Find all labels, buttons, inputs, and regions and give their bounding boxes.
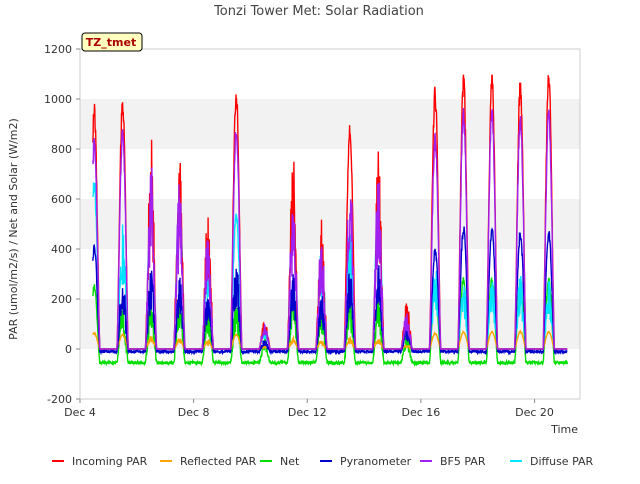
x-tick-label: Dec 20 [515,406,554,419]
x-axis-label: Time [550,423,578,436]
y-tick-label: 800 [51,143,72,156]
y-tick-label: 1200 [44,43,72,56]
grid-band [80,99,580,149]
series-line-bf5-par [92,107,568,350]
site-label: TZ_tmet [86,36,136,49]
chart-title: Tonzi Tower Met: Solar Radiation [213,4,424,19]
y-axis-label: PAR (umol/m2/s) / Net and Solar (W/m2) [7,118,20,340]
y-tick-label: 200 [51,293,72,306]
plot-frame [79,48,581,400]
x-tick-label: Dec 16 [402,406,441,419]
y-tick-label: 0 [65,343,72,356]
legend-label: BF5 PAR [440,455,486,468]
y-tick-label: -200 [47,393,72,406]
x-tick-label: Dec 4 [64,406,96,419]
x-tick-label: Dec 8 [178,406,210,419]
legend-label: Net [280,455,300,468]
grid-band [80,199,580,249]
legend-label: Pyranometer [340,455,412,468]
legend: Incoming PAR Reflected PAR Net Pyranometer B… [52,455,594,468]
x-tick-label: Dec 12 [288,406,327,419]
site-label-box: TZ_tmet [81,32,143,52]
series-line-pyranometer [92,226,568,356]
legend-label: Reflected PAR [180,455,257,468]
x-axis-ticks: Dec 4 Dec 8 Dec 12 Dec 16 Dec 20 [64,399,554,419]
y-axis-ticks: -200 0 200 400 600 800 1000 1200 [44,43,80,406]
y-tick-label: 400 [51,243,72,256]
y-tick-label: 1000 [44,93,72,106]
y-tick-label: 600 [51,193,72,206]
legend-label: Diffuse PAR [530,455,594,468]
series-layer [92,74,568,367]
legend-label: Incoming PAR [72,455,148,468]
